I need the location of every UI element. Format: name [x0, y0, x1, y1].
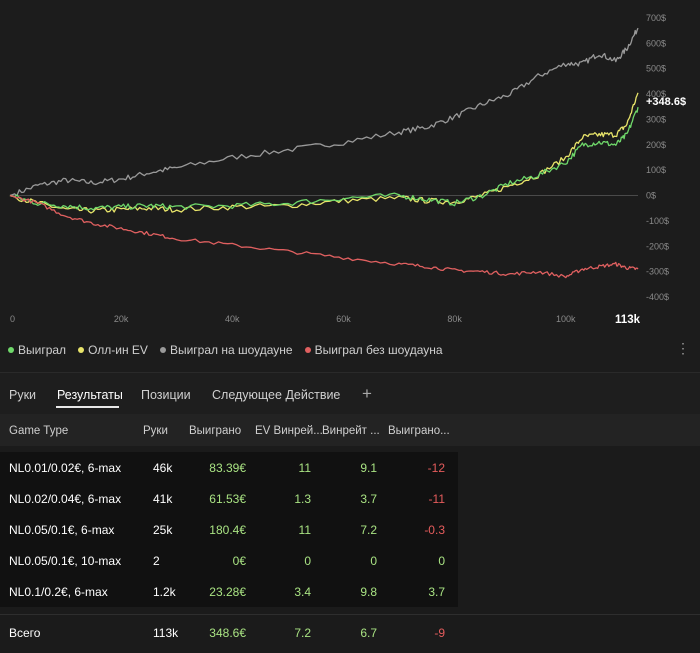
- plus-icon[interactable]: +: [362, 384, 372, 403]
- cell-ev-winrate: 0: [304, 554, 311, 568]
- cell-ev-winrate: 1.3: [294, 492, 311, 506]
- y-tick-label: -100$: [646, 216, 669, 226]
- cell-won-nonsd: -12: [427, 461, 445, 475]
- cell-game-type: NL0.05/0.1€, 10-max: [9, 554, 122, 568]
- y-tick-label: -300$: [646, 267, 669, 277]
- header-game-type[interactable]: Game Type: [9, 425, 69, 437]
- x-tick-label: 80k: [447, 314, 462, 324]
- cell-hands: 2: [153, 554, 160, 568]
- cell-won-nonsd: 3.7: [428, 585, 445, 599]
- cell-won: 0€: [232, 554, 246, 568]
- cell-hands: 25k: [153, 523, 173, 537]
- cell-ev-winrate: 11: [298, 461, 311, 475]
- total-ev-winrate: 7.2: [294, 626, 311, 640]
- total-won: 348.6€: [209, 626, 246, 640]
- line-allin-ev: [9, 92, 639, 214]
- total-won-nonsd: -9: [434, 626, 445, 640]
- cell-hands: 41k: [153, 492, 173, 506]
- y-tick-label: -400$: [646, 292, 669, 302]
- y-tick-label: -200$: [646, 241, 669, 251]
- cell-game-type: NL0.01/0.02€, 6-max: [9, 461, 122, 475]
- x-tick-label: 40k: [225, 314, 240, 324]
- cell-game-type: NL0.05/0.1€, 6-max: [9, 523, 115, 537]
- legend-dot-allin-ev: [78, 347, 85, 353]
- cell-won-nonsd: -11: [428, 492, 445, 506]
- y-tick-label: 0$: [646, 191, 656, 201]
- y-tick-label: 500$: [646, 64, 666, 74]
- results-table: Game Type Руки Выиграно EV Винрей... Вин…: [0, 414, 700, 653]
- cell-won-nonsd: -0.3: [424, 523, 445, 537]
- legend-item-allin-ev[interactable]: Олл-ин EV: [78, 343, 148, 357]
- cell-won: 61.53€: [209, 492, 246, 506]
- tab-results[interactable]: Результаты: [57, 388, 123, 402]
- total-hands: 113k: [153, 626, 179, 640]
- table-row[interactable]: NL0.1/0.2€, 6-max 1.2k 23.28€ 3.4 9.8 3.…: [0, 576, 458, 607]
- y-tick-label: 300$: [646, 114, 666, 124]
- results-graph: 700$ 600$ 500$ 400$ 300$ 200$ 100$ 0$ -100$ -200$…: [8, 13, 690, 358]
- legend-dot-showdown: [159, 347, 166, 353]
- y-tick-label: 100$: [646, 165, 666, 175]
- legend-dot-won: [8, 347, 14, 353]
- table-row[interactable]: NL0.01/0.02€, 6-max 46k 83.39€ 11 9.1 -1…: [0, 452, 458, 483]
- legend-item-non-showdown[interactable]: Выиграл без шоудауна: [304, 343, 443, 357]
- header-winrate[interactable]: Винрейт ...: [322, 425, 380, 437]
- x-tick-label: 60k: [336, 314, 351, 324]
- total-winrate: 6.7: [360, 626, 377, 640]
- line-won: [9, 106, 639, 211]
- line-showdown: [9, 27, 639, 197]
- table-row[interactable]: NL0.05/0.1€, 6-max 25k 180.4€ 11 7.2 -0.…: [0, 514, 458, 545]
- legend-label-allin-ev: Олл-ин EV: [88, 343, 148, 357]
- table-row[interactable]: NL0.05/0.1€, 10-max 2 0€ 0 0 0: [0, 545, 458, 576]
- x-tick-label: 0: [10, 314, 15, 324]
- header-hands[interactable]: Руки: [143, 425, 168, 437]
- tab-hands[interactable]: Руки: [9, 388, 37, 402]
- tab-bar: Руки Результаты Позиции Следующее Действ…: [0, 372, 700, 415]
- y-tick-label: 400$: [646, 89, 666, 99]
- cell-winrate: 0: [370, 554, 377, 568]
- table-header: Game Type Руки Выиграно EV Винрей... Вин…: [0, 414, 700, 446]
- legend-label-won: Выиграл: [18, 343, 67, 357]
- header-won-nonsd[interactable]: Выиграно...: [388, 425, 450, 437]
- x-tick-label: 20k: [114, 314, 129, 324]
- cell-won: 23.28€: [209, 585, 246, 599]
- tab-next-action[interactable]: Следующее Действие: [212, 388, 341, 402]
- graph-svg: 700$ 600$ 500$ 400$ 300$ 200$ 100$ 0$ -100$ -200$…: [9, 13, 686, 326]
- x-tick-label: 100k: [556, 314, 576, 324]
- legend-label-non-showdown: Выиграл без шоудауна: [314, 343, 443, 357]
- cell-game-type: NL0.02/0.04€, 6-max: [9, 492, 122, 506]
- cell-game-type: NL0.1/0.2€, 6-max: [9, 585, 108, 599]
- legend-item-showdown[interactable]: Выиграл на шоудауне: [159, 343, 293, 357]
- header-won[interactable]: Выиграно: [189, 425, 242, 437]
- legend-dot-non-showdown: [304, 347, 311, 353]
- cell-winrate: 9.1: [360, 461, 377, 475]
- graph-legend: Выиграл Олл-ин EV Выиграл на шоудауне Вы…: [8, 342, 443, 358]
- cell-won: 180.4€: [209, 523, 246, 537]
- tab-positions[interactable]: Позиции: [141, 388, 191, 402]
- table-row[interactable]: NL0.02/0.04€, 6-max 41k 61.53€ 1.3 3.7 -…: [0, 483, 458, 514]
- y-tick-label: 600$: [646, 38, 666, 48]
- cell-won: 83.39€: [209, 461, 246, 475]
- kebab-vertical-icon[interactable]: ⋮: [676, 340, 690, 356]
- y-tick-label: 200$: [646, 140, 666, 150]
- cell-hands: 46k: [153, 461, 173, 475]
- legend-item-won[interactable]: Выиграл: [8, 343, 66, 357]
- end-value-label: +348.6$: [646, 96, 686, 108]
- cell-winrate: 3.7: [360, 492, 377, 506]
- cell-ev-winrate: 3.4: [294, 585, 311, 599]
- header-ev-winrate[interactable]: EV Винрей...: [255, 425, 323, 437]
- x-end-label: 113k: [615, 314, 641, 326]
- active-tab-indicator: [56, 406, 119, 408]
- total-label: Всего: [9, 626, 41, 640]
- table-total-row: Всего 113k 348.6€ 7.2 6.7 -9: [0, 614, 700, 653]
- cell-ev-winrate: 11: [298, 523, 311, 537]
- cell-won-nonsd: 0: [438, 554, 445, 568]
- line-non-showdown: [9, 194, 639, 279]
- cell-winrate: 9.8: [360, 585, 377, 599]
- y-tick-label: 700$: [646, 13, 666, 23]
- cell-hands: 1.2k: [153, 585, 176, 599]
- cell-winrate: 7.2: [360, 523, 377, 537]
- legend-label-showdown: Выиграл на шоудауне: [169, 343, 293, 357]
